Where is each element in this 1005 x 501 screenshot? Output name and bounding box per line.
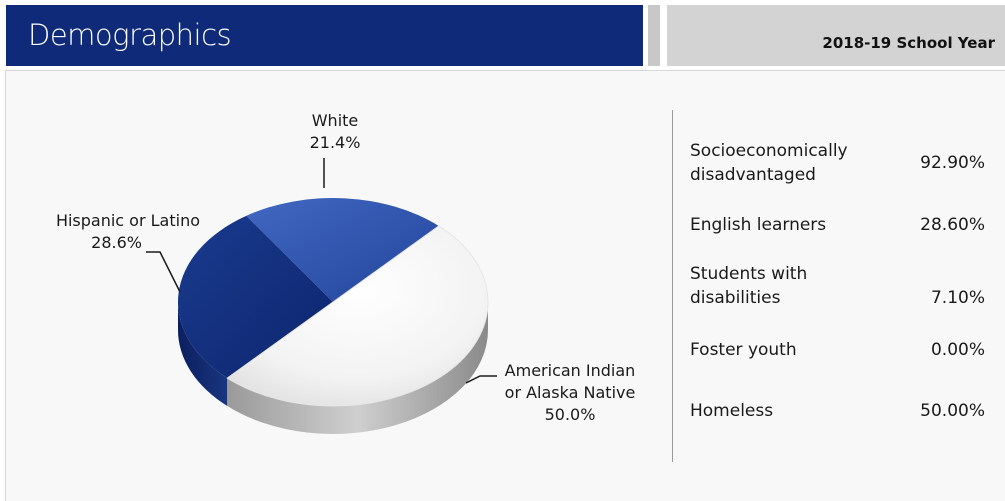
header-title-bar: Demographics [6,5,643,66]
data-label-white-value: 21.4% [309,133,361,152]
stat-row-socioeconomic: Socioeconomically disadvantaged 92.90% [690,139,985,187]
stat-label: Homeless [690,401,774,421]
stat-value: 7.10% [930,288,985,308]
stat-value: 50.00% [920,401,985,421]
stat-row-disabilities: Students with disabilities 7.10% [690,262,985,310]
pie-slice-white [246,197,439,302]
data-label-white: White 21.4% [290,110,380,154]
stat-value: 92.90% [920,153,985,173]
stat-label: English learners [690,215,827,235]
leader-line-hispanic [146,251,181,293]
pie-slice-hispanic [177,215,333,379]
data-label-hispanic: Hispanic or Latino 28.6% [20,210,200,254]
data-label-american-indian: American Indian or Alaska Native 50.0% [490,360,650,426]
pie-slice-hispanic-side [178,302,228,407]
header-separator [648,5,660,66]
stat-label: Students with disabilities [690,264,808,308]
pie-slice-american-indian-side [227,302,488,434]
school-year: 2018-19 School Year [822,34,995,52]
data-label-american-indian-name2: or Alaska Native [504,383,636,402]
data-label-american-indian-value: 50.0% [544,405,596,424]
header-year-bar: 2018-19 School Year [667,5,1005,66]
data-label-white-name: White [311,111,359,130]
page-title: Demographics [28,18,232,52]
data-label-hispanic-name: Hispanic or Latino [55,211,200,230]
stat-value: 28.60% [920,215,985,235]
data-label-american-indian-name1: American Indian [504,361,636,380]
panel-divider [672,110,673,462]
stat-label: Foster youth [690,340,797,360]
stat-value: 0.00% [930,340,985,360]
stat-label: Socioeconomically disadvantaged [690,141,848,185]
pie-slice-american-indian [226,225,489,407]
leader-line-american-indian [465,375,497,384]
data-label-hispanic-value: 28.6% [91,233,142,252]
demographics-panel [5,70,1005,501]
